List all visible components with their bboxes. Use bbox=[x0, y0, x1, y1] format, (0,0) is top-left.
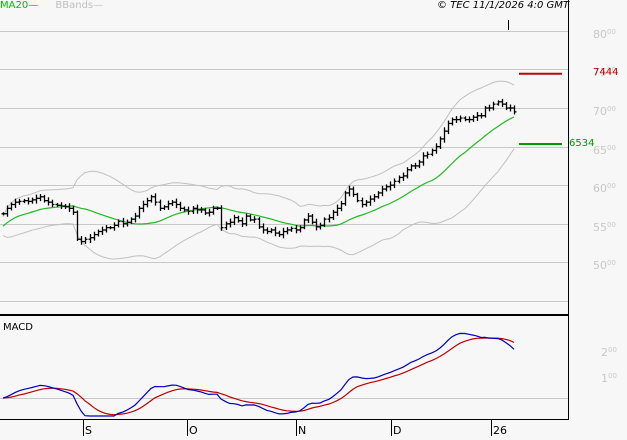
ohlc-bars bbox=[1, 98, 517, 245]
gridlines bbox=[0, 31, 568, 399]
legend-bbands: BBands— bbox=[55, 0, 104, 11]
legend-ma20: MA20— bbox=[0, 0, 39, 11]
support-label: 6534 bbox=[569, 138, 595, 149]
price-axis-label: 6500 bbox=[593, 143, 616, 157]
macd-title: MACD bbox=[3, 322, 33, 333]
time-axis-label: S bbox=[85, 424, 92, 437]
macd-lines bbox=[2, 332, 515, 417]
support-resistance-lines bbox=[519, 72, 562, 145]
time-axis-label: O bbox=[189, 424, 198, 437]
price-axis-label: 6000 bbox=[593, 182, 616, 196]
price-axis-label: 7000 bbox=[593, 105, 616, 118]
macd-axis-label: 200 bbox=[601, 346, 617, 359]
bollinger-bands bbox=[2, 80, 515, 260]
time-axis-label: 26 bbox=[493, 424, 507, 437]
time-axis-label: D bbox=[393, 424, 402, 437]
price-axis-label: 5000 bbox=[593, 259, 616, 273]
price-axis-label: 5500 bbox=[593, 220, 616, 234]
chart-legend: MA20— BBands— bbox=[0, 0, 103, 12]
macd-axis-label: 100 bbox=[601, 372, 617, 385]
price-axis-label: 7500 bbox=[593, 66, 616, 80]
copyright-timestamp: © TEC 11/1/2026 4:0 GMT bbox=[437, 0, 569, 11]
resistance-label: 7444 bbox=[593, 67, 619, 78]
time-axis-label: N bbox=[298, 424, 307, 437]
ma20-line bbox=[2, 116, 515, 227]
chart-frame bbox=[0, 0, 569, 436]
price-axis-label: 8000 bbox=[593, 27, 616, 41]
